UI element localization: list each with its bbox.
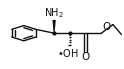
Polygon shape <box>52 20 56 33</box>
Text: O: O <box>81 52 90 62</box>
Text: $•$OH: $•$OH <box>57 47 79 59</box>
Text: O: O <box>102 22 110 32</box>
Text: NH$_2$: NH$_2$ <box>44 6 64 20</box>
